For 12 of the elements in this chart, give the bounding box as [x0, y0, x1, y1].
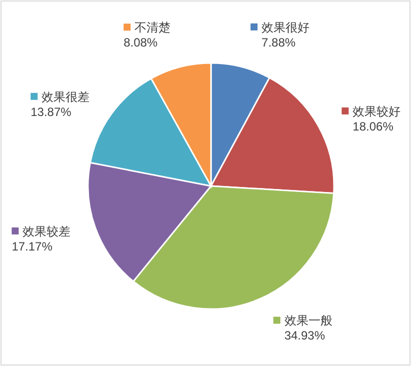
legend-label: 效果很差 [42, 90, 90, 104]
data-label: 18.06% [352, 119, 394, 134]
data-label: 17.17% [12, 239, 53, 254]
data-label: 34.93% [284, 328, 326, 343]
legend-label: 效果较差 [22, 224, 71, 238]
data-label: 8.08% [124, 36, 158, 50]
legend-label: 效果一般 [284, 314, 332, 328]
data-label: 13.87% [30, 104, 72, 119]
legend-label: 效果较好 [352, 104, 401, 118]
legend-label: 不清楚 [134, 20, 171, 35]
legend-label: 效果很好 [262, 20, 310, 34]
data-label: 7.88% [262, 35, 296, 50]
